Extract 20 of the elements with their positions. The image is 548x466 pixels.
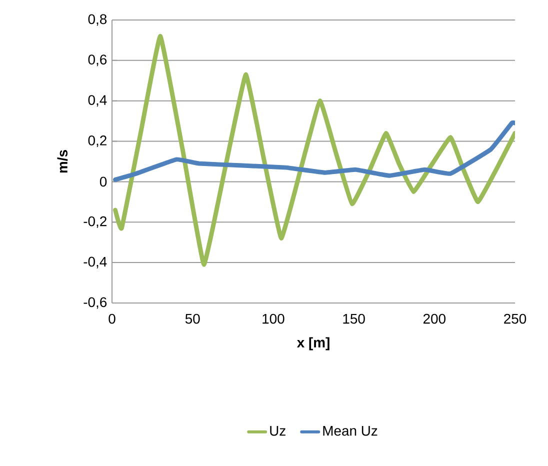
y-tick-label: 0,2 [88, 136, 106, 148]
x-tick-label: 250 [504, 314, 526, 324]
x-tick-label: 100 [262, 314, 284, 324]
y-tick-label: -0,6 [84, 297, 107, 309]
x-tick-label: 50 [185, 314, 200, 324]
x-axis-title: x [m] [296, 337, 330, 350]
y-tick-label: 0,6 [88, 54, 107, 66]
y-tick-label: -0,4 [84, 256, 107, 268]
y-tick-label: 0,8 [88, 14, 107, 26]
x-tick-label: 200 [423, 314, 446, 324]
y-tick-label: 0 [100, 176, 107, 187]
line-series [112, 34, 516, 267]
y-axis-title: m/s [57, 150, 68, 173]
y-tick-label: 0,4 [88, 95, 107, 107]
legend-label: Mean Uz [323, 426, 378, 436]
x-tick-label: 150 [343, 314, 365, 324]
x-tick-label: 0 [108, 314, 116, 324]
line-series [112, 120, 516, 182]
y-tick-label: -0,2 [84, 216, 106, 228]
legend-label: Uz [270, 426, 286, 436]
